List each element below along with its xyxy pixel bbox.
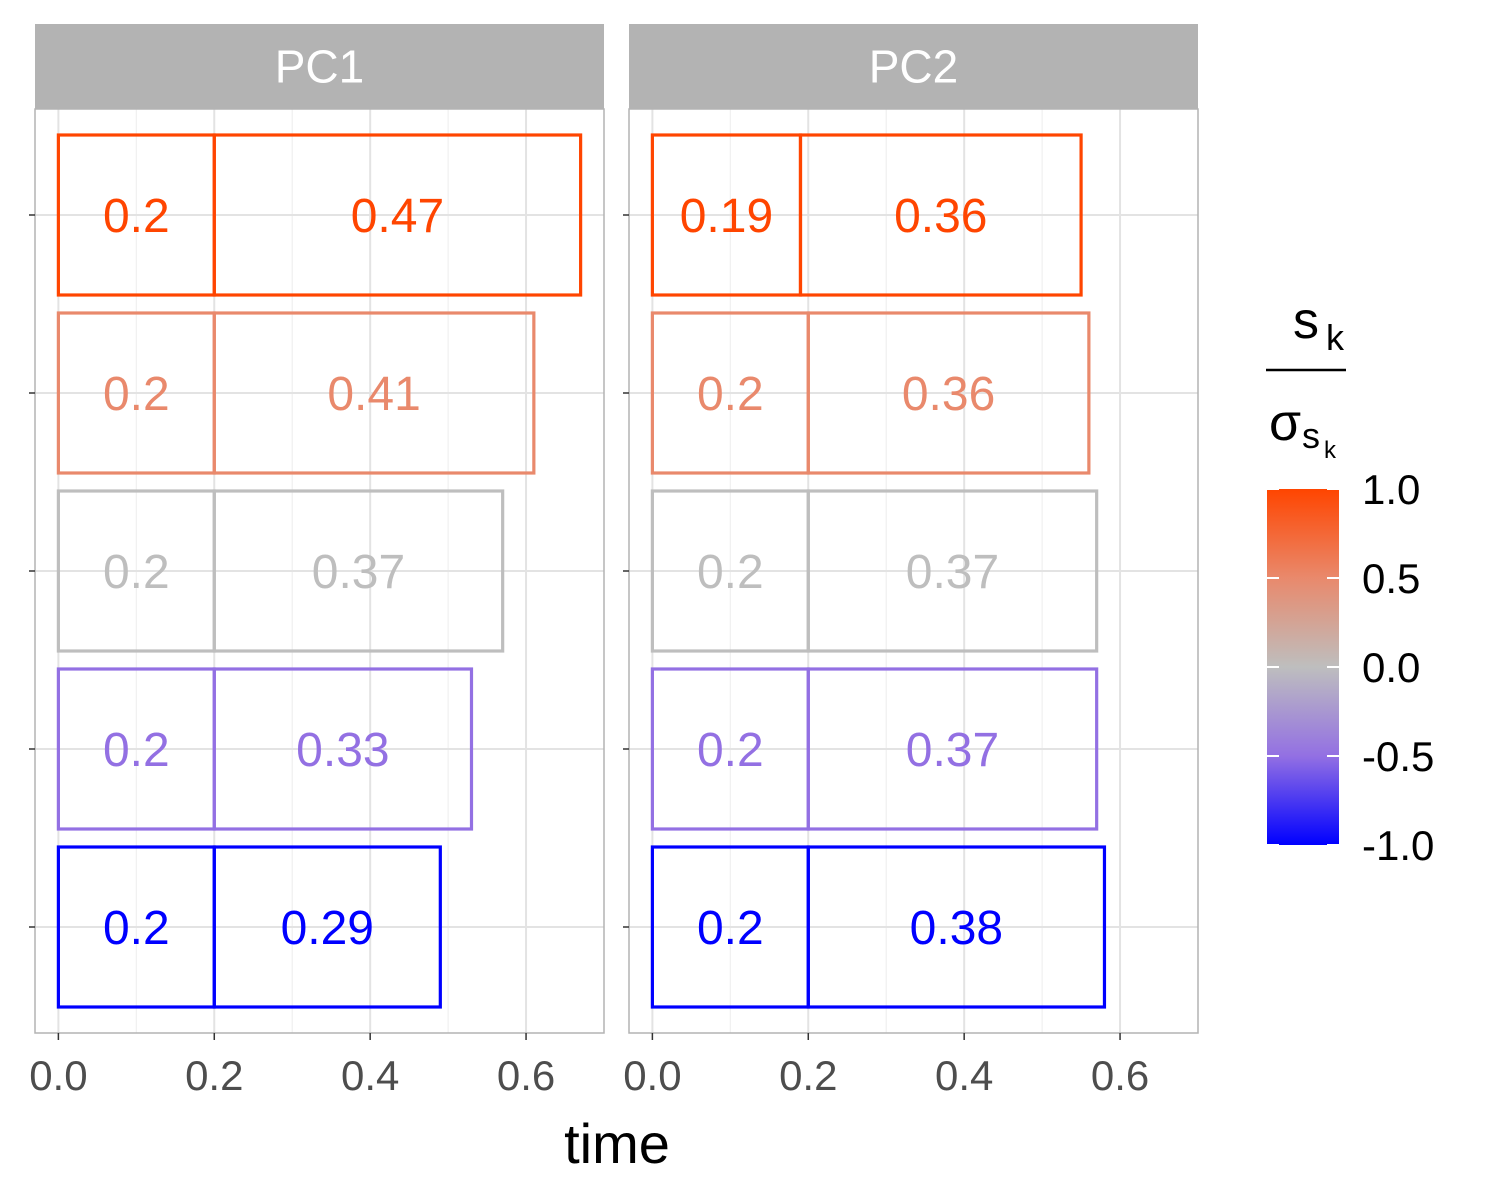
bar-segment [212,845,442,1009]
bar-segment-label: 0.2 [103,190,170,243]
bar-segment-label: 0.29 [281,902,374,955]
x-axis-title: time [564,1112,670,1175]
bar-segment-label: 0.2 [697,724,764,777]
bar-segment-label: 0.36 [894,190,987,243]
facet-strip-label: PC1 [275,41,364,93]
facet-strip [629,24,1198,109]
legend-tick-label: -0.5 [1362,733,1434,780]
bar-segment [806,667,1099,831]
bar-segment-label: 0.37 [312,546,405,599]
bar-segment-label: 0.33 [296,724,389,777]
bar-segment-label: 0.2 [697,546,764,599]
bar-segment [212,667,474,831]
x-tick-label: 0.0 [623,1052,681,1099]
legend-title: s kσ s k [1266,292,1346,464]
bar-segment [798,133,1083,297]
x-tick-label: 0.2 [779,1052,837,1099]
bar-segment [212,489,505,653]
bar-segment [806,311,1091,475]
facet-strip-label: PC2 [869,41,958,93]
bar-segment [212,311,536,475]
legend-title-numerator-sub: k [1326,317,1345,358]
facet-panel-pc2: PC2 0.19 0.36 0.2 0.36 0.2 0.37 0.2 0.37 0.2 0.38 0… [623,24,1199,1099]
bar-segment [806,489,1099,653]
bar-segment-label: 0.2 [103,546,170,599]
facet-strip [35,24,604,109]
bar-segment [806,845,1107,1009]
facet-panels: PC1 0.2 0.47 0.2 0.41 0.2 0.37 0.2 0.33 0.2 0.29 0.… [29,24,1199,1099]
legend-title-denominator: σ [1269,394,1301,452]
bar-segment-label: 0.2 [103,902,170,955]
color-legend: s kσ s k1.00.50.0-0.5-1.0 [1266,292,1434,869]
bar-segment-label: 0.19 [680,190,773,243]
facet-panel-pc1: PC1 0.2 0.47 0.2 0.41 0.2 0.37 0.2 0.33 0.2 0.29 0.… [29,24,605,1099]
legend-tick-label: 0.0 [1362,644,1420,691]
x-tick-label: 0.6 [497,1052,555,1099]
bar-segment [212,133,583,297]
bar-segment-label: 0.36 [902,368,995,421]
x-tick-label: 0.0 [29,1052,87,1099]
legend-title-denominator-sub: s [1302,415,1320,456]
x-tick-label: 0.2 [185,1052,243,1099]
bar-segment-label: 0.2 [697,902,764,955]
legend-title-denominator-subsub: k [1324,437,1337,464]
bar-segment-label: 0.2 [103,724,170,777]
bar-segment-label: 0.38 [910,902,1003,955]
legend-tick-label: -1.0 [1362,822,1434,869]
legend-title-numerator: s [1293,292,1319,350]
legend-tick-label: 0.5 [1362,555,1420,602]
x-tick-label: 0.6 [1091,1052,1149,1099]
x-tick-label: 0.4 [341,1052,399,1099]
legend-tick-label: 1.0 [1362,466,1420,513]
x-tick-label: 0.4 [935,1052,993,1099]
bar-segment-label: 0.41 [327,368,420,421]
bar-segment-label: 0.47 [351,190,444,243]
bar-segment-label: 0.37 [906,546,999,599]
bar-segment-label: 0.37 [906,724,999,777]
bar-segment-label: 0.2 [103,368,170,421]
bar-segment-label: 0.2 [697,368,764,421]
